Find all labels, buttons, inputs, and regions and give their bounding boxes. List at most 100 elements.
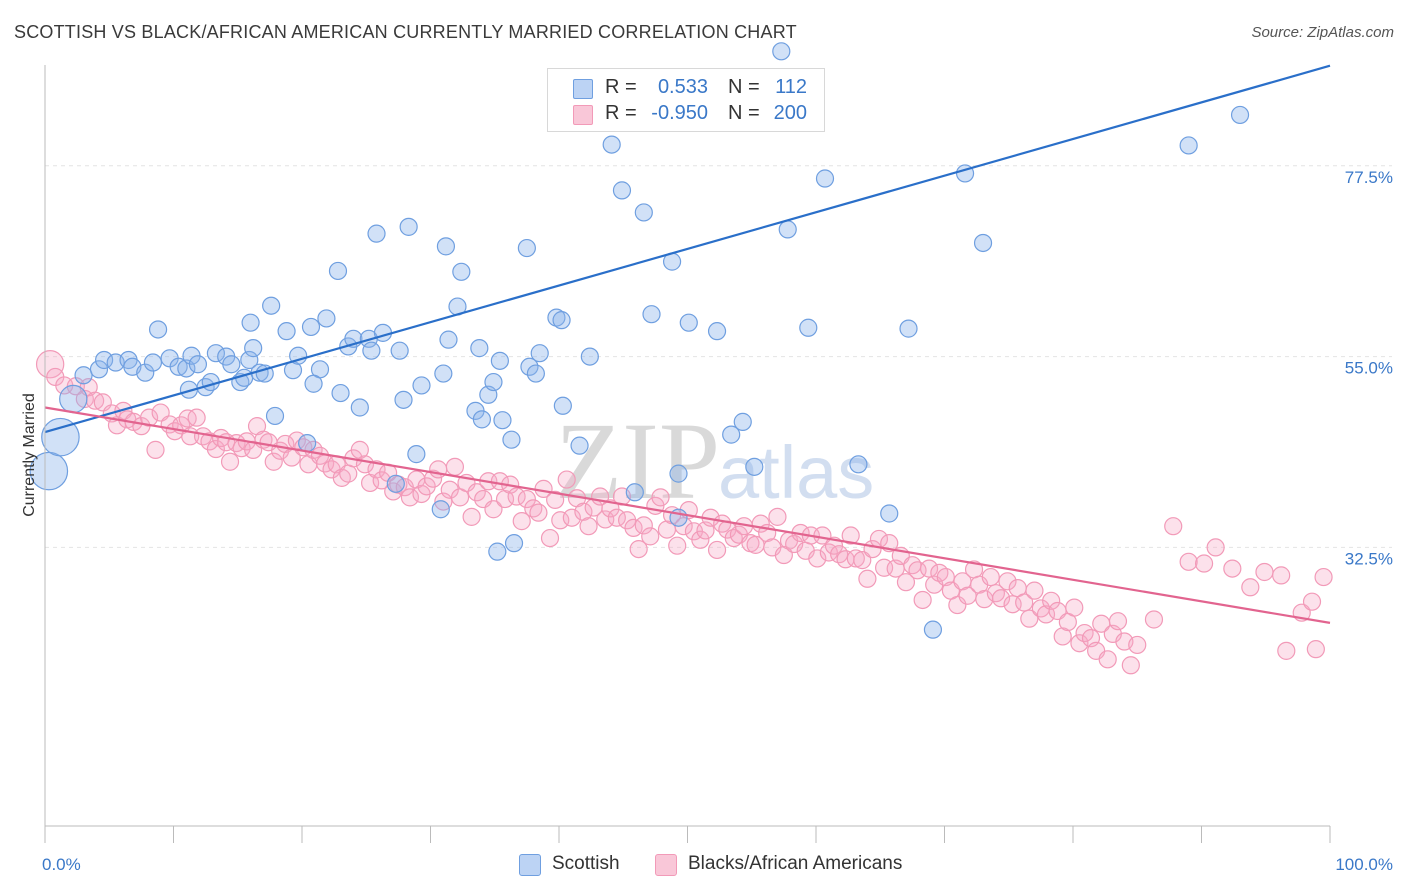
black-point bbox=[562, 508, 581, 527]
y-tick-label: 77.5% bbox=[1345, 168, 1393, 187]
scottish-point bbox=[431, 500, 450, 519]
scottish-point bbox=[973, 233, 993, 253]
watermark-atlas: atlas bbox=[718, 431, 874, 514]
scottish-point bbox=[502, 430, 521, 449]
scottish-point bbox=[553, 396, 572, 415]
black-point bbox=[668, 536, 687, 555]
black-point bbox=[785, 534, 804, 554]
scottish-point bbox=[241, 313, 260, 332]
scottish-point bbox=[679, 313, 698, 332]
watermark-zip: ZIP bbox=[555, 400, 720, 522]
y-tick-labels: 100.0%77.5%55.0%32.5% bbox=[1345, 168, 1393, 569]
black-point bbox=[846, 549, 865, 568]
scottish-point bbox=[277, 322, 296, 341]
scottish-point bbox=[452, 262, 471, 281]
scottish-point bbox=[350, 398, 369, 417]
black-point bbox=[1164, 517, 1183, 536]
scottish-point bbox=[317, 309, 336, 328]
scottish-point bbox=[488, 542, 507, 561]
scottish-point bbox=[490, 351, 509, 370]
scottish-point bbox=[815, 169, 835, 188]
black-point bbox=[1121, 656, 1140, 675]
black-point bbox=[445, 457, 465, 476]
black-point bbox=[1194, 554, 1214, 573]
black-point bbox=[768, 507, 787, 526]
correlation-legend: R = 0.533 N = 112 R = -0.950 N = 200 bbox=[547, 68, 825, 132]
black-point bbox=[417, 477, 436, 496]
black-point bbox=[998, 572, 1017, 591]
scottish-point bbox=[669, 464, 688, 483]
scottish-point bbox=[386, 474, 405, 493]
black-point bbox=[1015, 593, 1034, 612]
legend-r-label: R = bbox=[605, 76, 637, 98]
scottish-point bbox=[399, 217, 418, 236]
black-point bbox=[1065, 598, 1084, 617]
scottish-point bbox=[520, 357, 539, 376]
axes bbox=[44, 65, 1331, 843]
scottish-point bbox=[1179, 136, 1198, 155]
scottish-point bbox=[407, 445, 426, 464]
legend-r-label: R = bbox=[605, 102, 637, 124]
series-scottish-points bbox=[29, 42, 1250, 639]
scottish-point bbox=[547, 308, 566, 327]
scottish-point bbox=[301, 317, 321, 337]
y-tick-label: 55.0% bbox=[1345, 359, 1393, 378]
black-point bbox=[1272, 566, 1291, 585]
scottish-point bbox=[188, 355, 208, 374]
black-point bbox=[1108, 612, 1128, 631]
black-point bbox=[462, 507, 481, 526]
black-point bbox=[146, 440, 165, 459]
scottish-point bbox=[436, 237, 456, 256]
black-point bbox=[981, 567, 1000, 587]
legend-n-label: N = bbox=[728, 76, 760, 98]
black-point bbox=[707, 540, 727, 560]
scottish-point bbox=[394, 390, 413, 409]
black-point bbox=[139, 408, 159, 427]
x-tick-label: 0.0% bbox=[42, 855, 81, 874]
black-point bbox=[1306, 640, 1325, 659]
black-point bbox=[495, 489, 515, 509]
legend-label-black: Blacks/African Americans bbox=[688, 853, 903, 874]
black-point bbox=[913, 590, 932, 610]
scottish-point bbox=[1230, 105, 1250, 125]
black-point bbox=[35, 350, 65, 379]
scottish-point bbox=[634, 203, 653, 222]
black-point bbox=[651, 488, 670, 507]
scottish-point bbox=[434, 364, 453, 383]
black-point bbox=[1277, 641, 1296, 660]
scottish-point bbox=[74, 366, 93, 385]
scottish-point bbox=[262, 296, 281, 315]
black-point bbox=[557, 470, 576, 489]
black-point bbox=[1144, 610, 1164, 629]
legend-n-value: 112 bbox=[775, 76, 807, 98]
black-point bbox=[858, 569, 877, 588]
black-point bbox=[1003, 595, 1022, 614]
legend-swatch-black bbox=[655, 854, 677, 876]
black-point bbox=[1042, 591, 1061, 610]
black-point bbox=[540, 528, 560, 548]
black-point bbox=[1036, 605, 1056, 624]
scottish-point bbox=[206, 344, 226, 363]
scottish-point bbox=[517, 238, 536, 258]
black-point bbox=[1053, 627, 1072, 646]
series-legend: Scottish Blacks/African Americans bbox=[0, 852, 1406, 878]
black-point bbox=[936, 567, 955, 587]
black-point bbox=[220, 452, 240, 471]
black-point bbox=[919, 559, 939, 578]
scottish-point bbox=[880, 504, 899, 523]
black-point bbox=[1314, 567, 1333, 587]
scottish-point bbox=[89, 360, 109, 379]
black-point bbox=[546, 490, 565, 510]
scottish-point bbox=[778, 220, 797, 239]
legend-swatch-scottish bbox=[573, 79, 593, 99]
scottish-point bbox=[472, 410, 491, 429]
scottish-point bbox=[439, 330, 458, 349]
scottish-point bbox=[849, 455, 868, 474]
scottish-point bbox=[642, 305, 661, 324]
black-point bbox=[896, 573, 916, 592]
scottish-point bbox=[59, 384, 88, 414]
x-tick-labels: 0.0% 100.0% bbox=[42, 855, 1393, 874]
black-point bbox=[423, 469, 443, 488]
black-point bbox=[339, 464, 358, 483]
black-trend-line bbox=[44, 406, 1331, 624]
